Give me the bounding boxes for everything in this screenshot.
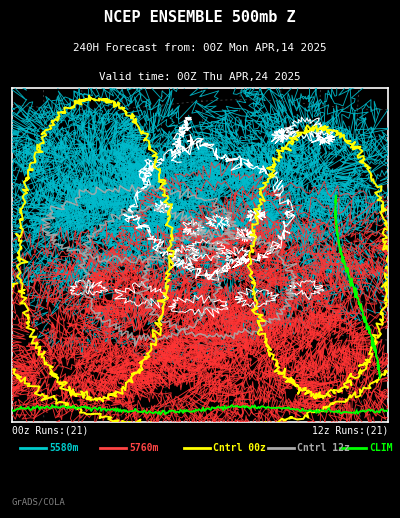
Text: Cntrl 12z: Cntrl 12z <box>297 443 350 453</box>
Text: CLIM: CLIM <box>369 443 393 453</box>
Text: Valid time: 00Z Thu APR,24 2025: Valid time: 00Z Thu APR,24 2025 <box>99 73 301 82</box>
Text: 12z Runs:(21): 12z Runs:(21) <box>312 426 388 436</box>
Text: 240H Forecast from: 00Z Mon APR,14 2025: 240H Forecast from: 00Z Mon APR,14 2025 <box>73 44 327 53</box>
Text: 5580m: 5580m <box>49 443 78 453</box>
Text: NCEP ENSEMBLE 500mb Z: NCEP ENSEMBLE 500mb Z <box>104 10 296 25</box>
Text: Cntrl 00z: Cntrl 00z <box>213 443 266 453</box>
Text: GrADS/COLA: GrADS/COLA <box>12 498 66 507</box>
Text: 00z Runs:(21): 00z Runs:(21) <box>12 426 88 436</box>
Text: 5760m: 5760m <box>129 443 158 453</box>
